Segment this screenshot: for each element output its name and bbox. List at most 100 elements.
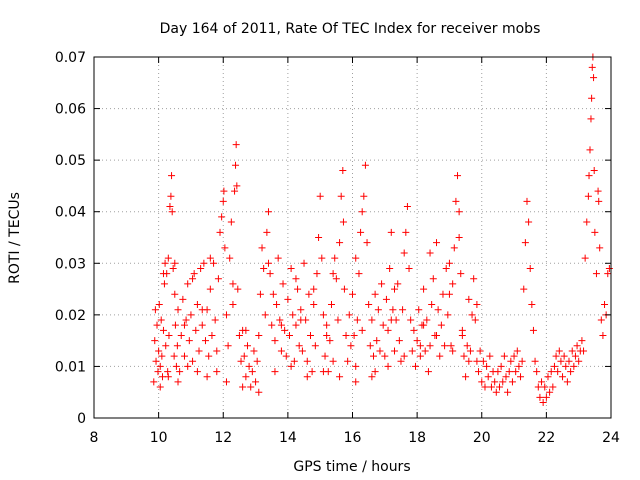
data-point (434, 306, 442, 314)
data-point (361, 161, 369, 169)
data-point (363, 239, 371, 247)
data-point (197, 264, 205, 272)
data-point (159, 270, 167, 278)
data-point (596, 244, 604, 252)
data-point (285, 331, 293, 339)
data-point (273, 301, 281, 309)
data-point (227, 218, 235, 226)
data-point (232, 161, 240, 169)
x-tick-label: 14 (279, 430, 297, 446)
data-point (533, 368, 541, 376)
data-point (433, 331, 441, 339)
data-point (450, 244, 458, 252)
data-point (473, 357, 481, 365)
y-axis-label: ROTI / TECUs (7, 192, 23, 284)
data-point (281, 326, 289, 334)
data-point (491, 378, 499, 386)
data-point (185, 337, 193, 345)
data-point (542, 393, 550, 401)
data-point (229, 280, 237, 288)
data-point (233, 182, 241, 190)
data-point (342, 331, 350, 339)
data-point (213, 368, 221, 376)
data-point (290, 357, 298, 365)
data-point (449, 347, 457, 355)
data-point (366, 342, 374, 350)
data-point (559, 373, 567, 381)
data-point (222, 311, 230, 319)
data-point (159, 326, 167, 334)
data-point (567, 368, 575, 376)
data-point (384, 326, 392, 334)
data-point (315, 234, 323, 241)
data-point (271, 368, 279, 376)
data-point (305, 290, 313, 298)
data-point (266, 270, 274, 278)
y-tick-label: 0.03 (55, 256, 86, 272)
data-point (294, 285, 302, 293)
data-point (581, 254, 589, 262)
data-point (585, 172, 593, 180)
data-point (588, 63, 596, 71)
data-point (386, 264, 394, 272)
data-point (258, 244, 266, 252)
data-point (424, 368, 432, 376)
data-point (331, 254, 339, 262)
data-point (180, 321, 188, 329)
data-point (580, 347, 588, 355)
data-point (437, 321, 445, 329)
data-point (255, 331, 263, 339)
data-point (332, 275, 340, 283)
data-point (256, 290, 264, 298)
data-point (517, 373, 525, 381)
data-point (397, 357, 405, 365)
data-point (541, 383, 549, 391)
data-point (243, 342, 251, 350)
data-point (152, 357, 160, 365)
data-point (205, 352, 213, 360)
data-point (162, 342, 170, 350)
data-point (310, 285, 318, 293)
data-point (557, 357, 565, 365)
data-point (400, 249, 408, 257)
data-point (323, 331, 331, 339)
data-point (150, 378, 158, 386)
data-point (218, 213, 226, 221)
data-point (502, 373, 510, 381)
data-point (297, 316, 305, 324)
data-point (329, 357, 337, 365)
data-point (365, 301, 373, 309)
data-point (402, 228, 410, 236)
data-point (319, 368, 327, 376)
data-point (287, 264, 295, 272)
x-tick-label: 10 (150, 430, 168, 446)
data-point (403, 203, 411, 211)
data-point (439, 290, 447, 298)
data-point (306, 331, 314, 339)
data-point (599, 331, 607, 339)
data-point (195, 347, 203, 355)
data-point (171, 290, 179, 298)
data-point (277, 321, 285, 329)
data-point (478, 378, 486, 386)
data-point (161, 259, 169, 267)
data-point (151, 306, 159, 314)
data-point (426, 342, 434, 350)
data-point (544, 373, 552, 381)
data-point (274, 254, 282, 262)
data-point (347, 342, 355, 350)
data-point (187, 311, 195, 319)
data-point (560, 352, 568, 360)
data-point (206, 254, 214, 262)
data-point (445, 290, 453, 298)
data-point (171, 321, 179, 329)
data-point (323, 321, 331, 329)
data-point (415, 306, 423, 314)
data-point (210, 259, 218, 267)
data-point (358, 326, 366, 334)
data-point (529, 326, 537, 334)
data-point (391, 285, 399, 293)
data-point (229, 301, 237, 309)
data-point (399, 306, 407, 314)
